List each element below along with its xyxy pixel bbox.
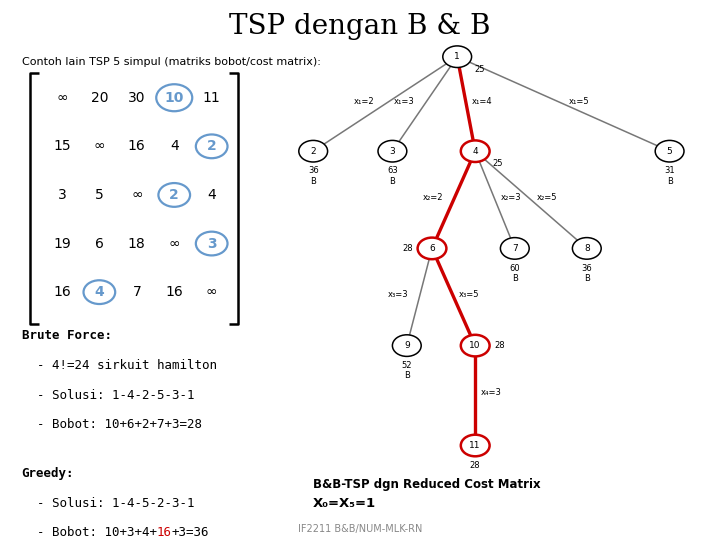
Text: 3: 3 [390,147,395,156]
Text: 3: 3 [58,188,66,202]
Text: 25: 25 [474,65,485,74]
Text: 5: 5 [667,147,672,156]
Text: 52
B: 52 B [402,361,412,380]
Text: 6: 6 [95,237,104,251]
Text: x₁=4: x₁=4 [472,97,492,106]
Text: 10: 10 [165,91,184,105]
Text: 5: 5 [95,188,104,202]
Circle shape [461,335,490,356]
Text: x₂=3: x₂=3 [500,193,521,201]
Text: 31
B: 31 B [665,166,675,186]
Text: x₂=2: x₂=2 [423,193,443,201]
Text: TSP dengan B & B: TSP dengan B & B [229,14,491,40]
Text: 36
B: 36 B [582,264,592,283]
Text: x₁=3: x₁=3 [393,97,414,106]
Text: 4: 4 [472,147,478,156]
Circle shape [443,46,472,68]
Circle shape [461,435,490,456]
Text: B&B-TSP dgn Reduced Cost Matrix: B&B-TSP dgn Reduced Cost Matrix [313,478,541,491]
Text: 10: 10 [469,341,481,350]
Text: x₃=3: x₃=3 [388,290,409,299]
Circle shape [392,335,421,356]
Text: 60
B: 60 B [510,264,520,283]
Circle shape [655,140,684,162]
Text: 6: 6 [429,244,435,253]
Text: x₄=3: x₄=3 [481,388,501,397]
Text: 16: 16 [166,285,183,299]
Text: ∞: ∞ [206,285,217,299]
Text: 4: 4 [170,139,179,153]
Text: 4: 4 [207,188,216,202]
Text: x₂=5: x₂=5 [536,193,557,201]
Text: 18: 18 [128,237,145,251]
Text: 16: 16 [53,285,71,299]
Text: Contoh lain TSP 5 simpul (matriks bobot/cost matrix):: Contoh lain TSP 5 simpul (matriks bobot/… [22,57,320,67]
Text: 11: 11 [203,91,220,105]
Text: 2: 2 [169,188,179,202]
Text: 11: 11 [469,441,481,450]
Text: - Bobot: 10+6+2+7+3=28: - Bobot: 10+6+2+7+3=28 [22,418,202,431]
Text: 1: 1 [454,52,460,61]
Text: 19: 19 [53,237,71,251]
Text: 9: 9 [404,341,410,350]
Text: IF2211 B&B/NUM-MLK-RN: IF2211 B&B/NUM-MLK-RN [298,524,422,534]
Text: ∞: ∞ [56,91,68,105]
Text: Brute Force:: Brute Force: [22,329,112,342]
Circle shape [572,238,601,259]
Text: 30: 30 [128,91,145,105]
Circle shape [299,140,328,162]
Text: 28: 28 [470,461,480,470]
Text: x₃=5: x₃=5 [459,290,480,299]
Text: 3: 3 [207,237,217,251]
Text: +3=36: +3=36 [171,526,209,539]
Text: - Solusi: 1-4-5-2-3-1: - Solusi: 1-4-5-2-3-1 [22,497,194,510]
Text: 20: 20 [91,91,108,105]
Text: 63
B: 63 B [387,166,397,186]
Text: 7: 7 [512,244,518,253]
Text: x₁=5: x₁=5 [569,97,590,106]
Text: 16: 16 [128,139,145,153]
Text: ∞: ∞ [131,188,143,202]
Text: 15: 15 [53,139,71,153]
Text: - 4!=24 sirkuit hamilton: - 4!=24 sirkuit hamilton [22,359,217,372]
Text: 25: 25 [492,159,503,168]
Circle shape [500,238,529,259]
Text: X₀=X₅=1: X₀=X₅=1 [313,497,377,510]
Text: - Bobot: 10+3+4+: - Bobot: 10+3+4+ [22,526,157,539]
Text: x₁=2: x₁=2 [354,97,374,106]
Text: 4: 4 [94,285,104,299]
Text: 7: 7 [132,285,141,299]
Circle shape [378,140,407,162]
Text: 16: 16 [157,526,171,539]
Text: Greedy:: Greedy: [22,467,74,480]
Text: 8: 8 [584,244,590,253]
Text: 2: 2 [207,139,217,153]
Text: 2: 2 [310,147,316,156]
Text: ∞: ∞ [94,139,105,153]
Circle shape [418,238,446,259]
Text: 36
B: 36 B [308,166,318,186]
Circle shape [461,140,490,162]
Text: 28: 28 [494,341,505,350]
Text: 28: 28 [402,244,413,253]
Text: - Solusi: 1-4-2-5-3-1: - Solusi: 1-4-2-5-3-1 [22,389,194,402]
Text: ∞: ∞ [168,237,180,251]
